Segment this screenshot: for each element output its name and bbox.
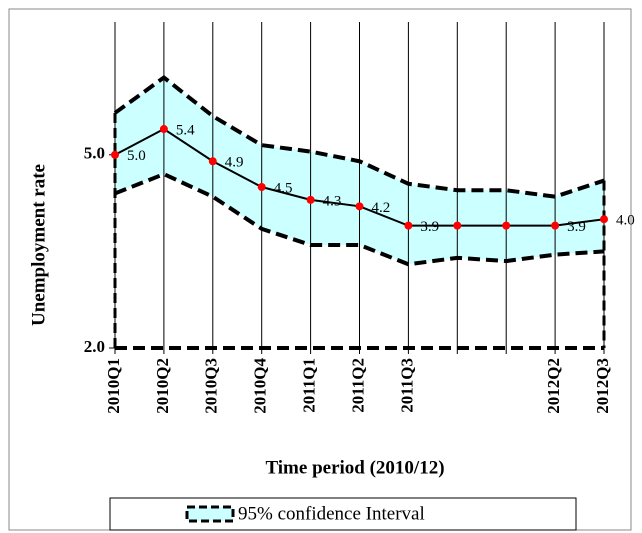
value-label: 4.2 bbox=[372, 200, 391, 216]
value-label: 3.9 bbox=[567, 219, 586, 235]
value-label: 3.9 bbox=[420, 219, 439, 235]
point bbox=[600, 215, 608, 224]
x-tick-label: 2011Q3 bbox=[397, 358, 416, 413]
point bbox=[551, 221, 560, 230]
x-axis-label: Time period (2010/12) bbox=[265, 457, 444, 478]
x-tick-label: 2010Q2 bbox=[153, 358, 172, 414]
value-label: 4.9 bbox=[225, 155, 244, 171]
x-tick-label: 2011Q1 bbox=[300, 358, 319, 413]
x-tick-label: 2010Q4 bbox=[251, 358, 270, 414]
point bbox=[257, 183, 266, 191]
value-label: 4.5 bbox=[274, 180, 293, 196]
point bbox=[453, 221, 462, 230]
confidence-upper bbox=[113, 75, 605, 199]
legend-swatch bbox=[185, 505, 235, 523]
x-tick-label: 2012Q3 bbox=[593, 358, 612, 414]
value-label: 4.3 bbox=[323, 193, 342, 209]
value-label: 4.0 bbox=[616, 213, 635, 229]
point bbox=[404, 221, 413, 230]
x-tick-label: 2012Q2 bbox=[544, 358, 563, 414]
y-tick-label: 2.0 bbox=[84, 337, 105, 356]
point bbox=[306, 195, 315, 204]
point bbox=[111, 150, 119, 159]
x-tick-label: 2010Q1 bbox=[104, 358, 123, 414]
x-tick-label: 2011Q2 bbox=[348, 358, 367, 413]
value-label: 5.0 bbox=[127, 148, 146, 164]
point bbox=[355, 202, 364, 211]
x-tick-label: 2010Q3 bbox=[202, 358, 221, 414]
confidence-lower bbox=[114, 171, 605, 267]
y-axis-label: Unemployment rate bbox=[28, 164, 49, 326]
point bbox=[159, 125, 168, 134]
legend-label: 95% confidence Interval bbox=[238, 503, 425, 524]
value-label: 5.4 bbox=[176, 122, 195, 138]
point bbox=[208, 157, 217, 166]
y-tick-label: 5.0 bbox=[84, 144, 105, 163]
point bbox=[502, 221, 511, 230]
chart-frame bbox=[8, 8, 632, 531]
